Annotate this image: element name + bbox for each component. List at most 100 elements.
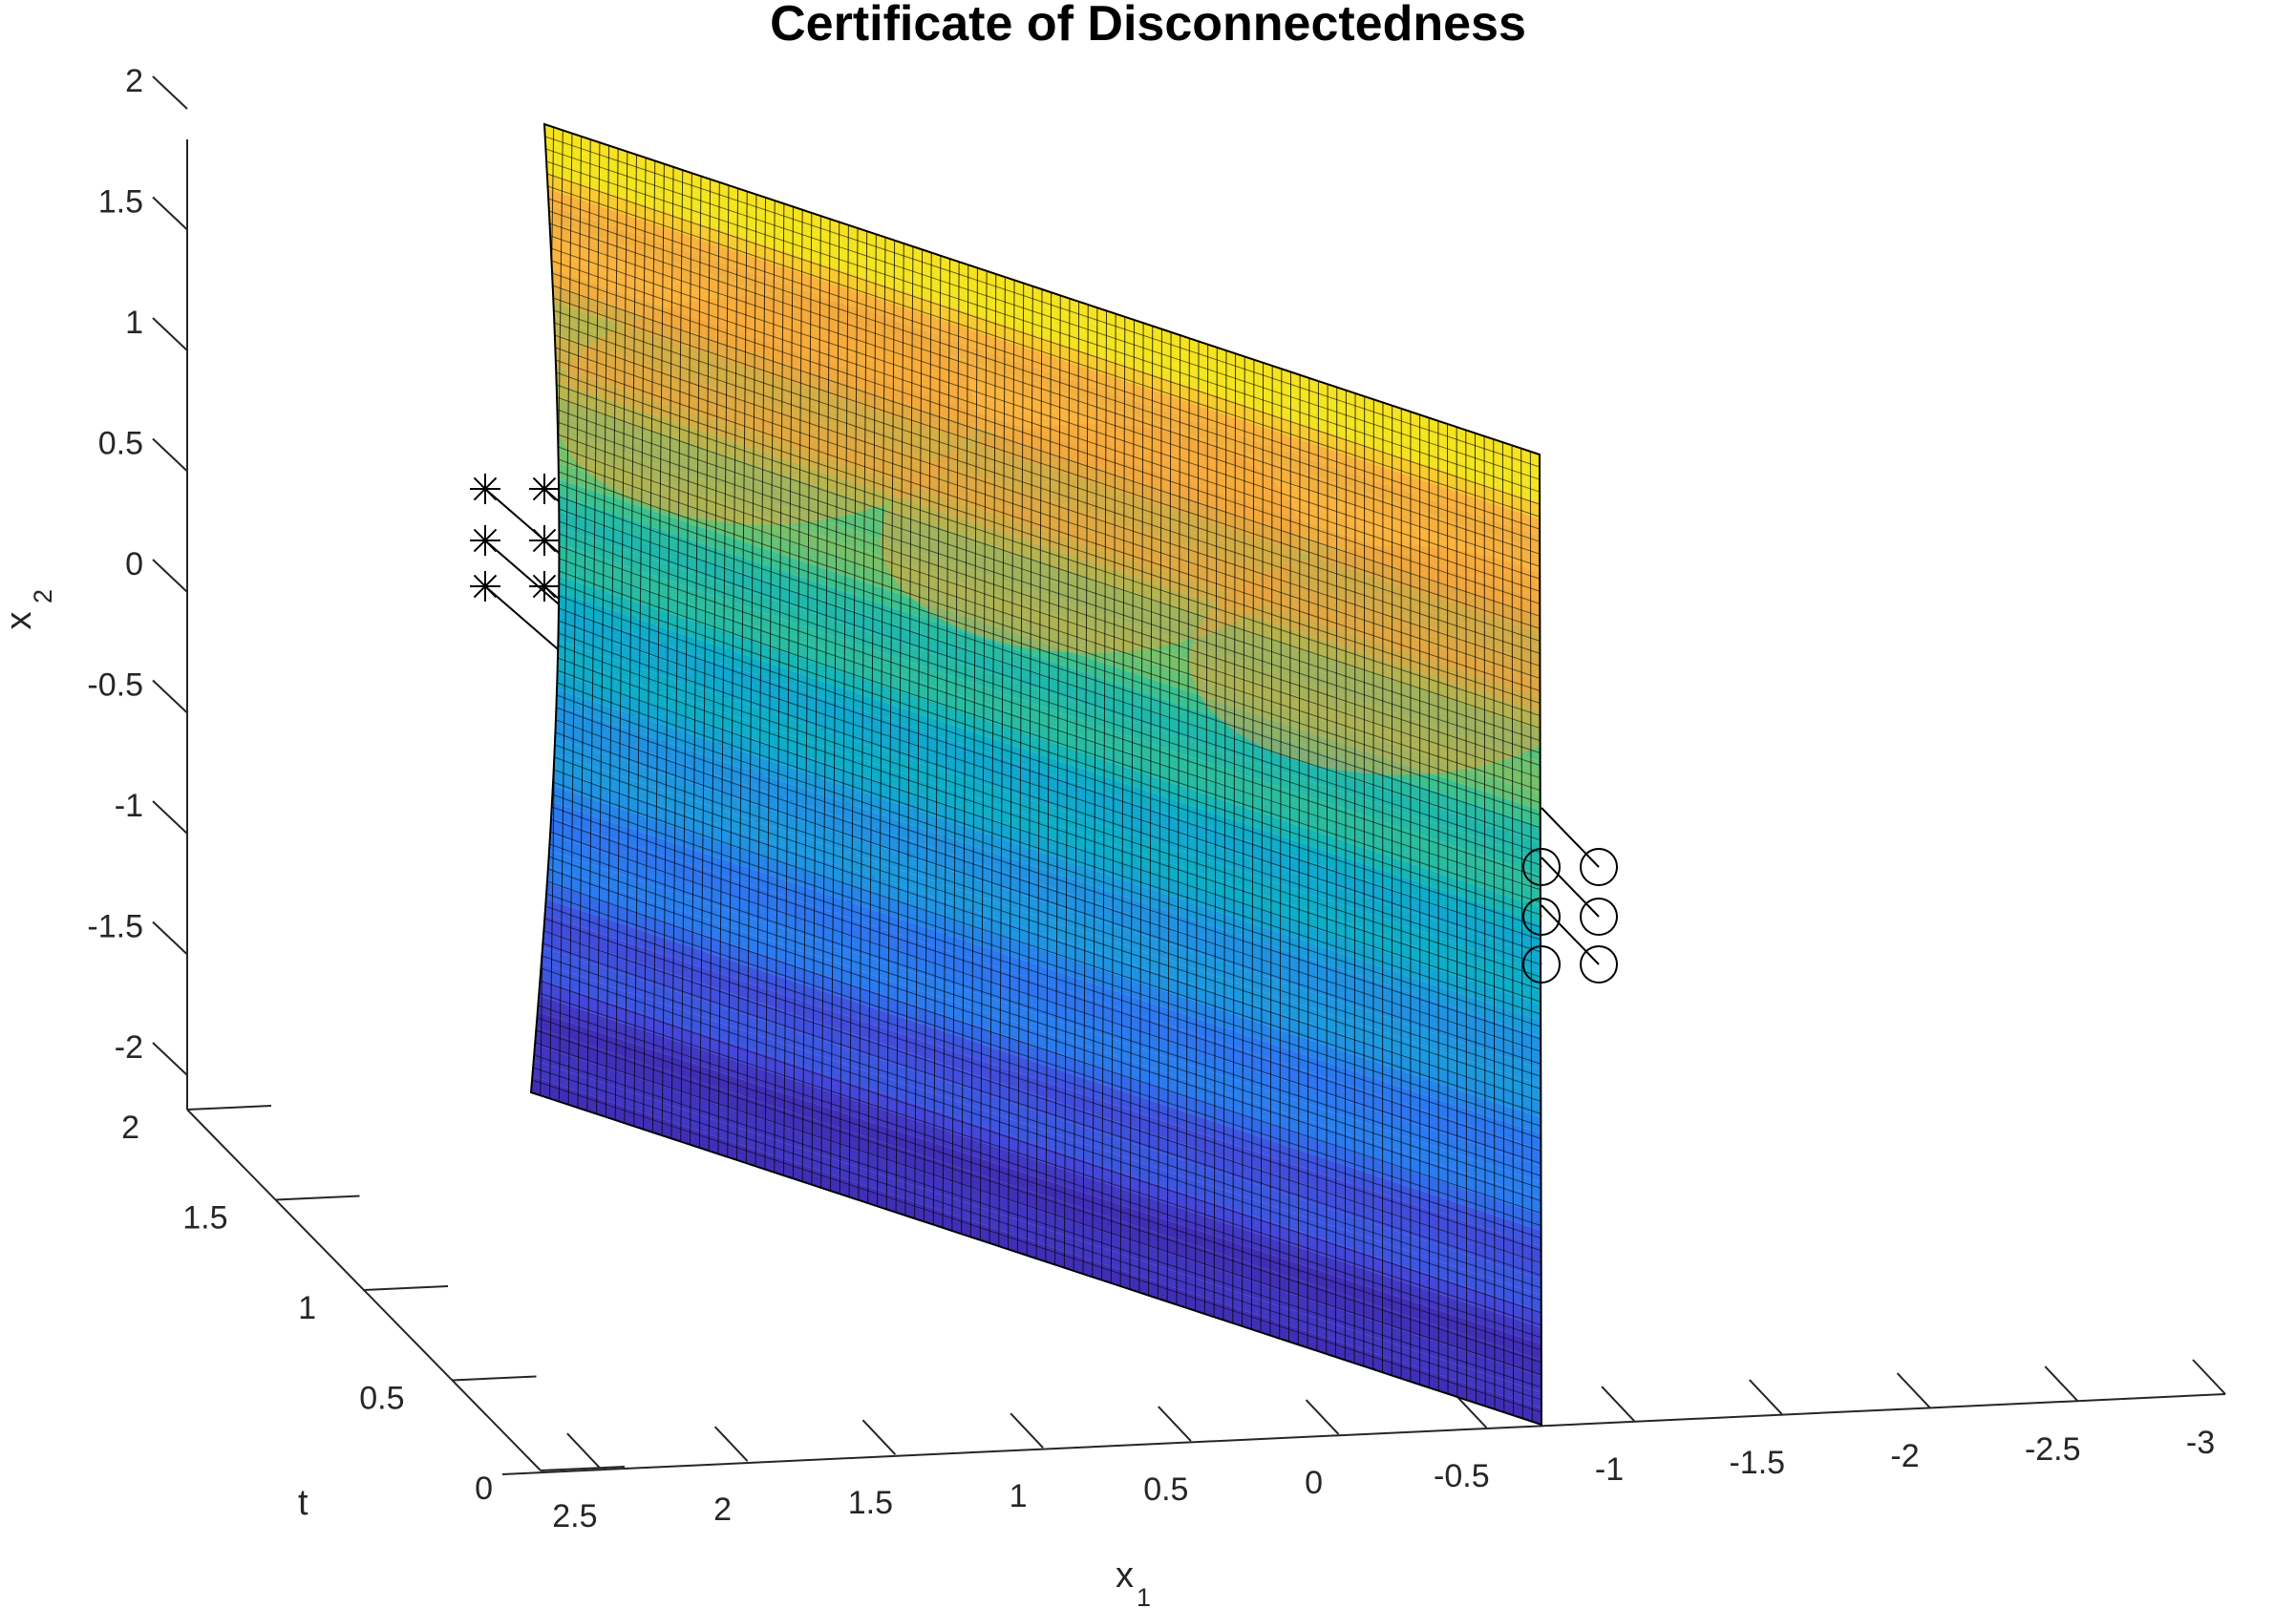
mesh-line <box>558 471 1541 804</box>
mesh-line <box>557 434 1541 767</box>
x1-axis-label-base: x <box>1116 1555 1134 1596</box>
x1-tick <box>861 1419 897 1455</box>
t-axis-label-base: t <box>298 1483 308 1523</box>
mesh-line <box>727 188 739 1157</box>
mesh-line <box>542 955 1541 1289</box>
mesh-line <box>556 707 1541 1040</box>
x1-tick-label: -2.5 <box>2025 1431 2081 1468</box>
mesh-line <box>539 992 1541 1326</box>
t-tick <box>452 1375 537 1382</box>
x1-tick-label: 2 <box>713 1492 732 1528</box>
surface-band <box>556 688 1541 1037</box>
mesh-line <box>558 458 1541 792</box>
mesh-line <box>558 607 1541 941</box>
x2-tick <box>152 75 188 110</box>
mesh-line <box>545 160 1541 493</box>
surface <box>529 122 1543 1427</box>
t-tick <box>540 1466 626 1471</box>
mesh-line <box>554 334 1541 666</box>
mesh-line <box>577 139 591 1109</box>
x1-tick-label: 0.5 <box>1143 1471 1188 1508</box>
surface-band <box>542 931 1541 1280</box>
mesh-line <box>550 818 1541 1152</box>
surface-band <box>552 286 1541 633</box>
surface-band <box>543 915 1541 1263</box>
mesh-line <box>550 235 1541 567</box>
mesh-line <box>552 793 1541 1127</box>
surface-band <box>556 366 1541 713</box>
mesh-line <box>547 185 1541 518</box>
mesh-line <box>554 744 1541 1077</box>
mesh-line <box>554 756 1541 1090</box>
x1-tick <box>1453 1392 1488 1428</box>
mesh-line <box>559 582 1541 916</box>
mesh-line <box>551 272 1541 604</box>
surface-band <box>546 172 1541 519</box>
x2-tick-label: 1 <box>125 305 143 341</box>
mesh-line <box>643 160 656 1130</box>
mesh-line <box>534 1054 1541 1388</box>
mesh-line <box>536 1029 1541 1364</box>
surface-band <box>539 979 1541 1328</box>
t-tick <box>275 1195 360 1201</box>
x1-tick-label: -0.5 <box>1434 1458 1490 1494</box>
mesh-line <box>543 930 1541 1264</box>
trajectory-line-circle <box>1541 904 1600 965</box>
x1-tick <box>1601 1386 1635 1422</box>
mesh-line <box>661 166 674 1136</box>
mesh-line <box>557 669 1541 1003</box>
x1-tick-label: 1.5 <box>848 1485 893 1521</box>
surface-band <box>551 269 1541 617</box>
t-tick-label: 0.5 <box>359 1381 404 1417</box>
mesh-line <box>548 856 1541 1189</box>
mesh-line <box>558 446 1541 779</box>
surface-band <box>544 899 1541 1247</box>
surface-band <box>555 349 1541 697</box>
surface-band <box>559 560 1541 908</box>
surface-band <box>557 672 1541 1021</box>
x1-tick <box>566 1432 601 1469</box>
x1-tick <box>2044 1365 2078 1402</box>
mesh-line <box>545 893 1541 1227</box>
mesh-line <box>558 645 1541 978</box>
x2-tick <box>152 800 188 835</box>
x2-tick <box>152 559 188 593</box>
x2-tick <box>152 1042 188 1076</box>
mesh-line <box>532 1067 1541 1401</box>
mesh-line <box>555 359 1541 691</box>
x2-tick <box>152 317 188 351</box>
x1-axis-label-sub: 1 <box>1137 1583 1151 1608</box>
trajectory-line-circle <box>1541 857 1600 918</box>
surface-band <box>552 770 1541 1118</box>
surface-band <box>551 801 1541 1151</box>
mesh-line <box>558 620 1541 953</box>
surface-band <box>547 188 1541 536</box>
mesh-line <box>555 719 1541 1052</box>
surface-band <box>548 204 1541 552</box>
x1-tick <box>1749 1379 1783 1415</box>
x2-tick-label: 2 <box>125 63 143 99</box>
x2-tick-label: -0.5 <box>87 667 143 704</box>
surface-band <box>551 785 1541 1134</box>
mesh-line <box>550 831 1541 1164</box>
mesh-line <box>586 142 601 1111</box>
mesh-line <box>557 409 1541 742</box>
mesh-line <box>736 191 748 1160</box>
asterisk-marker <box>470 474 500 504</box>
mesh-line <box>556 694 1541 1027</box>
mesh-line <box>541 967 1541 1301</box>
mesh-line <box>774 203 785 1173</box>
mesh-line <box>596 145 610 1114</box>
surface-band <box>536 1011 1541 1361</box>
x2-tick-label: 0 <box>125 546 143 582</box>
x1-tick-label: -3 <box>2186 1425 2215 1461</box>
x2-axis-label: x 2 <box>0 589 57 630</box>
mesh-line <box>633 158 647 1127</box>
mesh-line <box>544 136 1541 468</box>
mesh-line <box>559 496 1541 829</box>
mesh-line <box>551 260 1541 592</box>
mesh-line <box>548 198 1541 530</box>
t-tick-label: 2 <box>121 1110 139 1146</box>
mesh-line <box>545 905 1541 1239</box>
mesh-line <box>547 868 1541 1202</box>
